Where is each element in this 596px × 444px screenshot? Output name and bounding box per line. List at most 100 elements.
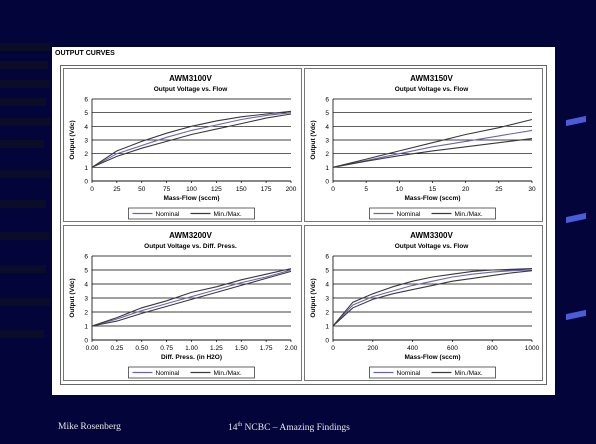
background-stripe <box>0 43 50 51</box>
series-line-minmax <box>332 118 533 168</box>
series-line-nominal <box>91 269 292 327</box>
series-line-nominal <box>332 129 533 168</box>
y-tick-label: 5 <box>325 110 329 117</box>
x-tick-label: 600 <box>447 345 458 352</box>
series-line-minmax <box>91 268 292 327</box>
y-tick-label: 3 <box>325 138 329 145</box>
y-tick-label: 1 <box>84 165 88 172</box>
accent-dash <box>566 212 586 224</box>
x-tick-label: 0.25 <box>111 345 124 352</box>
background-stripe <box>0 61 48 69</box>
series-line-minmax <box>332 270 533 327</box>
x-axis-label: Diff. Press. (in H2O) <box>161 354 222 361</box>
chart-svg: AWM3150V Output Voltage vs. Flow 0 1 2 3 4 5 6 0 5… <box>310 74 536 220</box>
chart-awm3300v: AWM3300V Output Voltage vs. Flow 0 1 2 3 4 5 6 0 2… <box>304 225 543 381</box>
x-tick-label: 1.00 <box>185 345 198 352</box>
accent-dash <box>566 115 586 127</box>
y-tick-label: 3 <box>84 138 88 145</box>
series-line-minmax <box>91 113 292 168</box>
footer-event-ordinal: th <box>237 422 243 428</box>
chart-awm3100v: AWM3100V Output Voltage vs. Flow 0 1 2 3 4 5 6 0 2… <box>63 68 302 222</box>
x-tick-label: 30 <box>528 186 536 193</box>
series-line-minmax <box>91 110 292 168</box>
x-tick-label: 25 <box>113 186 121 193</box>
y-tick-label: 1 <box>84 324 88 331</box>
y-tick-label: 5 <box>84 268 88 275</box>
series-line-nominal <box>91 112 292 168</box>
y-tick-label: 4 <box>84 282 88 289</box>
x-tick-label: 200 <box>367 345 378 352</box>
x-tick-label: 0 <box>90 186 94 193</box>
footer-event-title: NCBC – Amazing Findings <box>242 423 350 434</box>
footer-author: Mike Rosenberg <box>58 422 121 432</box>
x-tick-label: 0 <box>331 186 335 193</box>
y-tick-label: 5 <box>84 110 88 117</box>
x-tick-label: 1.25 <box>210 345 223 352</box>
x-tick-label: 50 <box>138 186 146 193</box>
x-tick-label: 5 <box>364 186 368 193</box>
x-tick-label: 175 <box>261 186 272 193</box>
x-tick-label: 1.50 <box>235 345 248 352</box>
x-tick-label: 1.75 <box>260 345 273 352</box>
background-stripe <box>0 232 50 240</box>
y-tick-label: 1 <box>325 165 329 172</box>
x-tick-label: 0 <box>331 345 335 352</box>
legend-label-minmax: Min./Max. <box>214 370 242 377</box>
background-stripe <box>0 80 50 88</box>
y-tick-label: 4 <box>325 124 329 131</box>
y-tick-label: 0 <box>325 179 329 186</box>
charts-grid: AWM3100V Output Voltage vs. Flow 0 1 2 3 4 5 6 0 2… <box>60 65 547 385</box>
series-line-minmax <box>332 138 533 168</box>
y-tick-label: 2 <box>84 310 88 317</box>
background-stripe <box>0 330 44 338</box>
x-tick-label: 25 <box>495 186 503 193</box>
legend-label-nominal: Nominal <box>397 370 421 377</box>
chart-title: AWM3300V <box>410 231 453 240</box>
y-tick-label: 4 <box>325 282 329 289</box>
y-axis-label: Output (Vdc) <box>69 120 76 159</box>
background-stripe <box>0 118 50 126</box>
y-tick-label: 1 <box>325 324 329 331</box>
y-tick-label: 0 <box>325 338 329 345</box>
x-tick-label: 0.50 <box>135 345 148 352</box>
x-tick-label: 125 <box>211 186 222 193</box>
chart-subtitle: Output Voltage vs. Flow <box>395 86 469 93</box>
x-tick-label: 800 <box>487 345 498 352</box>
chart-awm3200v: AWM3200V Output Voltage vs. Diff. Press. 0… <box>63 225 302 381</box>
x-tick-label: 150 <box>236 186 247 193</box>
x-tick-label: 10 <box>396 186 404 193</box>
chart-subtitle: Output Voltage vs. Flow <box>154 86 228 93</box>
background-stripe <box>0 170 50 178</box>
legend-label-nominal: Nominal <box>156 370 180 377</box>
x-tick-label: 400 <box>407 345 418 352</box>
x-tick-label: 75 <box>163 186 171 193</box>
x-axis-label: Mass-Flow (sccm) <box>405 354 461 361</box>
output-curves-panel: OUTPUT CURVES AWM3100V Output Voltage vs.… <box>52 47 555 395</box>
accent-dash <box>566 309 586 321</box>
y-tick-label: 0 <box>84 338 88 345</box>
background-stripe <box>0 98 46 106</box>
chart-title: AWM3100V <box>169 74 212 83</box>
legend-label-minmax: Min./Max. <box>455 211 483 218</box>
x-axis-label: Mass-Flow (sccm) <box>405 195 461 202</box>
y-tick-label: 0 <box>84 179 88 186</box>
legend-label-nominal: Nominal <box>156 211 180 218</box>
footer-event: 14th NCBC – Amazing Findings <box>228 422 350 433</box>
panel-title: OUTPUT CURVES <box>55 50 115 57</box>
x-tick-label: 15 <box>429 186 437 193</box>
chart-title: AWM3200V <box>169 231 212 240</box>
chart-awm3150v: AWM3150V Output Voltage vs. Flow 0 1 2 3 4 5 6 0 5… <box>304 68 543 222</box>
y-tick-label: 2 <box>325 310 329 317</box>
chart-subtitle: Output Voltage vs. Diff. Press. <box>144 243 237 250</box>
footer-event-number: 14 <box>228 423 238 434</box>
background-stripe <box>0 140 44 148</box>
background-stripe <box>0 298 50 306</box>
y-tick-label: 6 <box>84 254 88 261</box>
background-stripe <box>0 200 46 208</box>
y-tick-label: 2 <box>84 151 88 158</box>
x-tick-label: 200 <box>286 186 297 193</box>
y-axis-label: Output (Vdc) <box>310 120 317 159</box>
x-tick-label: 2.00 <box>285 345 298 352</box>
series-line-nominal <box>332 269 533 327</box>
chart-svg: AWM3100V Output Voltage vs. Flow 0 1 2 3 4 5 6 0 2… <box>69 74 297 220</box>
